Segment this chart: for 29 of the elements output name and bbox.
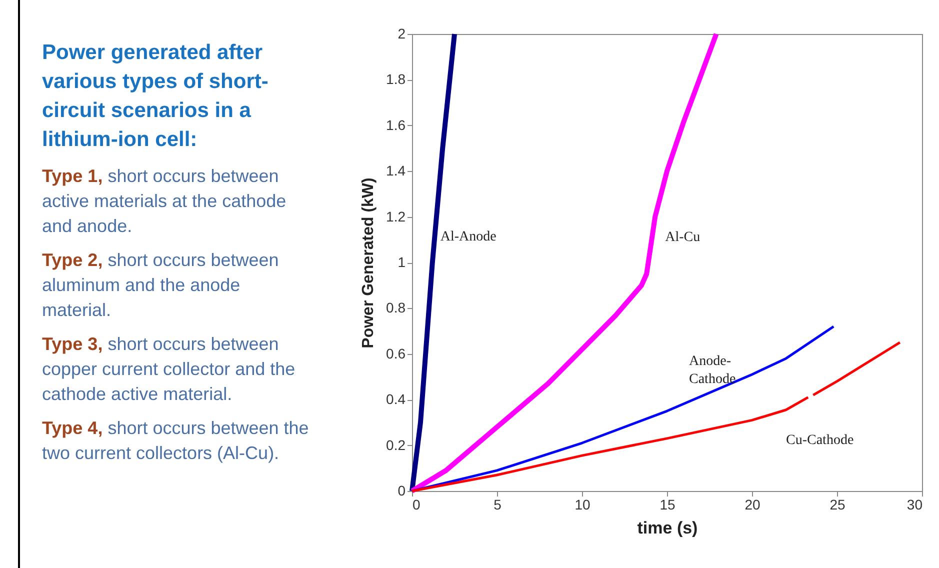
- x-axis-title: time (s): [637, 518, 698, 538]
- y-tick-label: 1.4: [386, 162, 406, 179]
- text: Type 3, short occurs between copper current collector and the cathode active material.: [42, 333, 296, 406]
- x-tick-label: 5: [494, 496, 502, 512]
- series-label: Al-Anode: [440, 230, 496, 244]
- x-tick-label: 30: [906, 496, 923, 512]
- series-label: Al-Cu: [665, 230, 700, 245]
- y-tick-label: 0.4: [386, 391, 406, 408]
- text: Type 4, short occurs between the two current collectors (Al-Cu).: [42, 417, 310, 465]
- x-tick-label: 10: [574, 496, 590, 512]
- y-tick-label: 1.6: [386, 116, 406, 133]
- y-tick-label: 2: [398, 26, 406, 42]
- text: Type 2, short occurs between aluminum and the anode material.: [42, 249, 280, 322]
- x-tick-label: 25: [830, 496, 846, 512]
- x-tick-label: 15: [660, 496, 676, 512]
- y-tick-label: 0.2: [386, 436, 406, 453]
- y-tick-label: 0: [398, 482, 406, 498]
- y-axis-title: Power Generated (kW): [360, 178, 378, 348]
- text: Type 1, short occurs between active materials at the cathode and anode.: [42, 165, 288, 238]
- x-tick-label: 20: [744, 496, 760, 512]
- series-label: Anode-Cathode: [689, 354, 736, 388]
- series-label: Cu-Cathode: [786, 432, 854, 448]
- y-tick-label: 1: [398, 254, 406, 270]
- y-tick-label: 1.2: [386, 208, 406, 224]
- x-tick-label: 0: [412, 496, 420, 512]
- y-tick-label: 0.8: [386, 300, 406, 316]
- text: Power generated after various types of short-circuit scenarios in a lithium-ion cell:: [42, 40, 270, 153]
- y-tick-label: 0.6: [386, 345, 406, 362]
- y-tick-label: 1.8: [386, 71, 406, 88]
